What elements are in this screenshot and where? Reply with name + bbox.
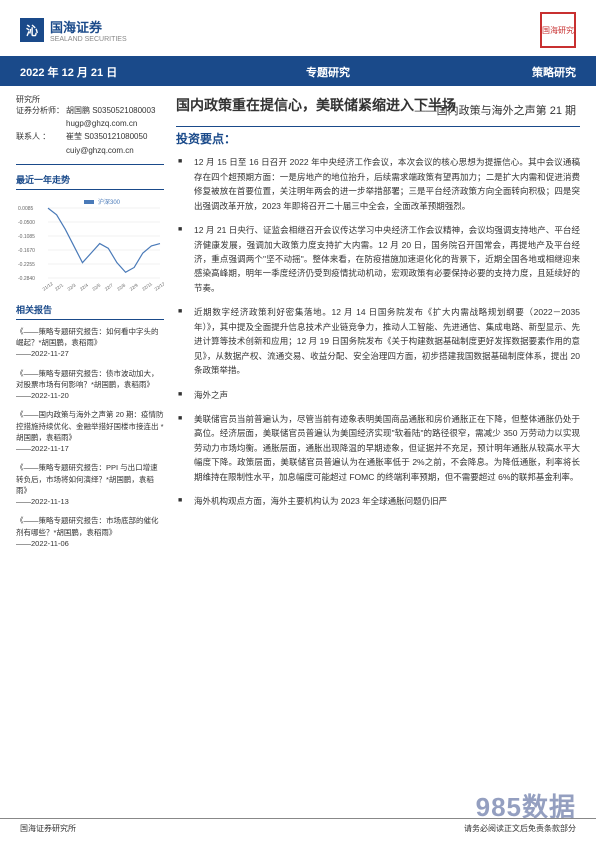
report-date: 2022 年 12 月 21 日 [20, 64, 160, 80]
svg-text:22/11: 22/11 [141, 281, 153, 291]
related-report-item: 《——策略专题研究报告：市场底部的催化剂有哪些？*胡国鹏，袁稻雨》——2022-… [16, 515, 164, 549]
investment-points-heading: 投资要点： [176, 130, 580, 147]
svg-text:22/4: 22/4 [79, 282, 89, 291]
trend-title: 最近一年走势 [16, 173, 164, 190]
page-footer: 国海证券研究所 请务必阅读正文后免责条款部分 [0, 818, 596, 834]
investment-point: 12 月 15 日至 16 日召开 2022 年中央经济工作会议，本次会议的核心… [194, 155, 580, 213]
svg-text:22/12: 22/12 [154, 281, 164, 291]
investment-point: 海外之声 [194, 388, 580, 402]
analyst-info: 研究所 证券分析师：胡国鹏 S0350521080003 hugp@ghzq.c… [16, 94, 164, 165]
svg-text:-0.2840: -0.2840 [18, 276, 35, 282]
svg-text:22/9: 22/9 [129, 282, 139, 291]
logo-icon: 沁 [20, 18, 44, 42]
related-report-item: 《——国内政策与海外之声第 20 期：疫情防控措施持续优化、金融举措好国楼市接连… [16, 409, 164, 454]
report-category: 策略研究 [496, 64, 576, 80]
main-content: 国内政策重在提信心，美联储紧缩进入下半场 ——国内政策与海外之声第 21 期 投… [176, 94, 580, 557]
footer-right: 请务必阅读正文后免责条款部分 [464, 823, 576, 834]
page-header: 沁 国海证券 SEALAND SECURITIES 国海研究 [0, 0, 596, 58]
seal-icon: 国海研究 [540, 12, 576, 48]
report-type: 专题研究 [160, 64, 496, 80]
svg-text:22/8: 22/8 [116, 282, 126, 291]
related-title: 相关报告 [16, 303, 164, 320]
svg-text:0.0085: 0.0085 [18, 206, 34, 212]
svg-text:-0.1670: -0.1670 [18, 248, 35, 254]
related-report-item: 《——策略专题研究报告：债市波动加大，对股票市场有何影响？*胡国鹏，袁稻雨》——… [16, 368, 164, 402]
svg-text:22/7: 22/7 [104, 282, 114, 291]
analyst-row: 联系人 ：崔莹 S0350121080050 [16, 131, 164, 142]
trend-chart: 0.0085 -0.0500 -0.1085 -0.1670 -0.2255 -0.284… [16, 196, 164, 291]
svg-text:沪深300: 沪深300 [98, 198, 121, 206]
investment-point: 近期数字经济政策利好密集落地。12 月 14 日国务院发布《扩大内需战略规划纲要… [194, 305, 580, 377]
investment-point: 海外机构观点方面，海外主要机构认为 2023 年全球通胀问题仍旧严 [194, 494, 580, 508]
svg-text:21/12: 21/12 [42, 281, 54, 291]
footer-left: 国海证券研究所 [20, 823, 76, 834]
logo-name-en: SEALAND SECURITIES [50, 36, 127, 43]
svg-text:22/5: 22/5 [91, 282, 101, 291]
svg-text:22/3: 22/3 [66, 282, 76, 291]
analyst-row: cuiy@ghzq.com.cn [16, 145, 164, 156]
analyst-row: 证券分析师：胡国鹏 S0350521080003 [16, 105, 164, 116]
logo-name-cn: 国海证券 [50, 17, 127, 36]
related-report-item: 《——策略专题研究报告：如何看中字头的崛起？*胡国鹏，袁稻雨》——2022-11… [16, 326, 164, 360]
company-logo: 沁 国海证券 SEALAND SECURITIES [20, 17, 127, 43]
svg-text:-0.0500: -0.0500 [18, 220, 35, 226]
analyst-row: hugp@ghzq.com.cn [16, 118, 164, 129]
svg-text:22/1: 22/1 [54, 282, 64, 291]
title-bar: 2022 年 12 月 21 日 专题研究 策略研究 [0, 58, 596, 86]
svg-text:-0.2255: -0.2255 [18, 262, 35, 268]
investment-point: 美联储官员当前普遍认为，尽管当前有迹象表明美国商品通胀和房价通胀正在下降，但整体… [194, 412, 580, 484]
org-label: 研究所 [16, 94, 164, 105]
sidebar: 研究所 证券分析师：胡国鹏 S0350521080003 hugp@ghzq.c… [16, 94, 164, 557]
related-report-item: 《——策略专题研究报告：PPI 与出口增速转负后，市场将如何演绎？*胡国鹏，袁稻… [16, 462, 164, 507]
investment-point: 12 月 21 日央行、证监会相继召开会议传达学习中央经济工作会议精神，会议均强… [194, 223, 580, 295]
svg-text:-0.1085: -0.1085 [18, 234, 35, 240]
